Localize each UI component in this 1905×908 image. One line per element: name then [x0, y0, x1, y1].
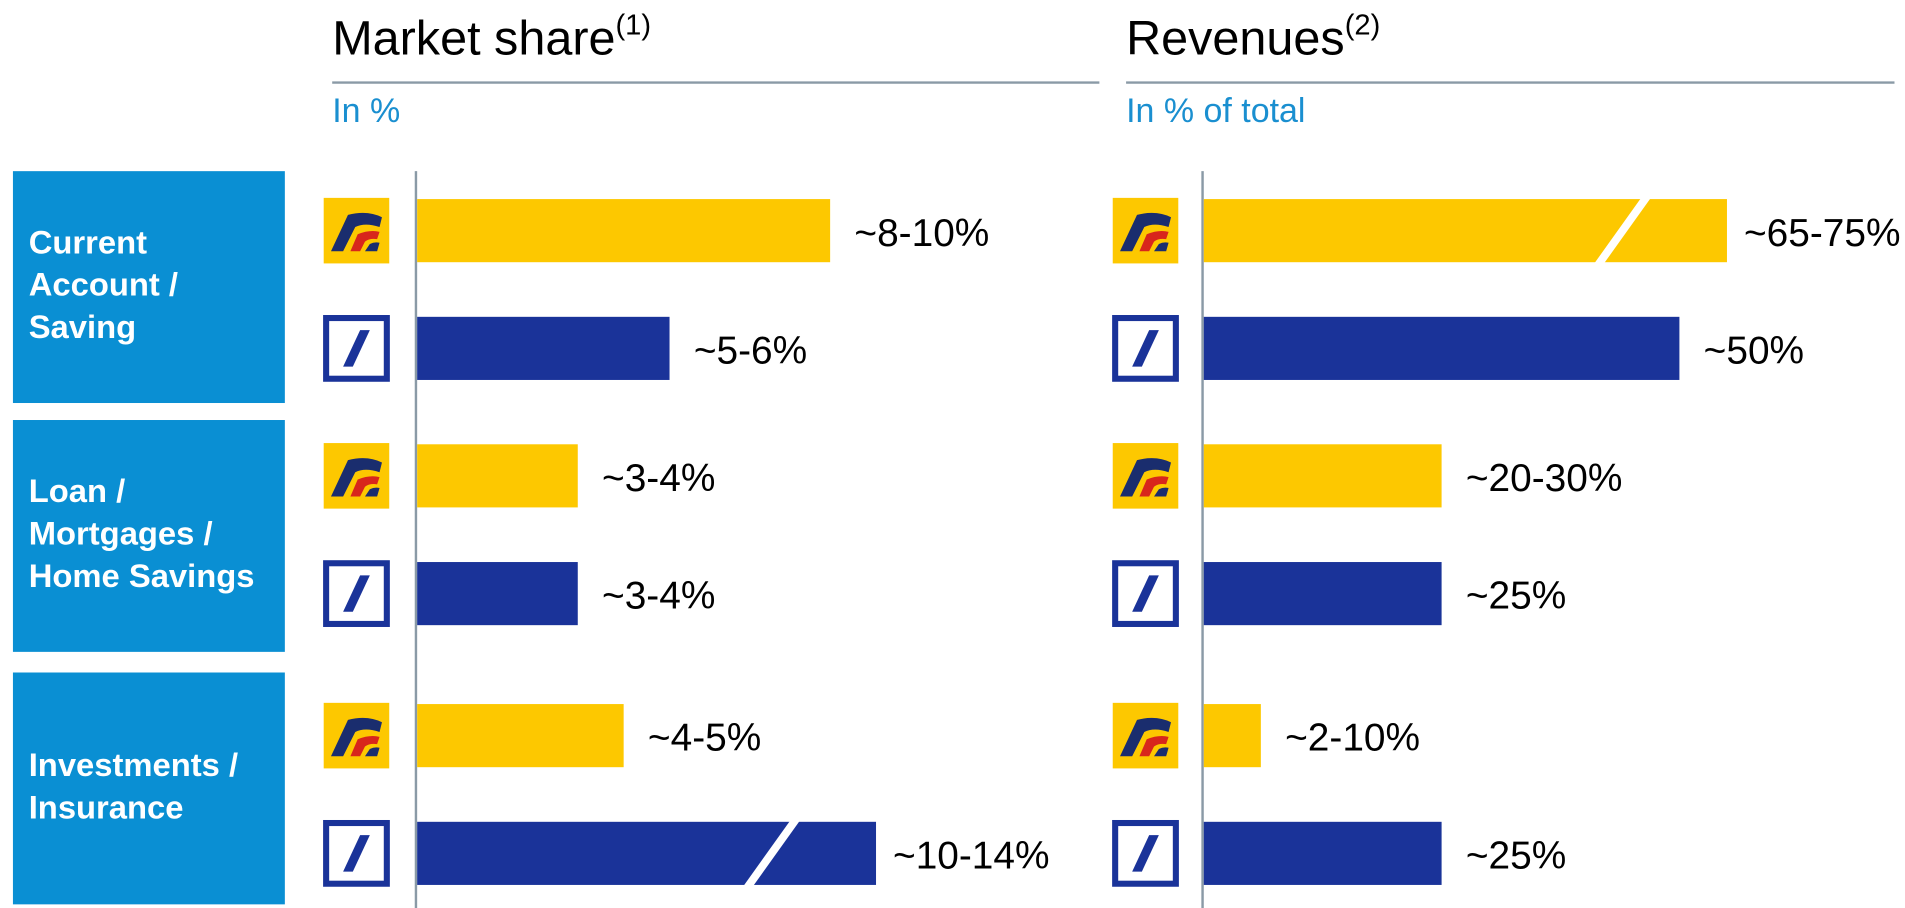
chart-title: Market share(1): [332, 9, 651, 65]
category-box: [12, 672, 285, 905]
value-label: ~65-75%: [1744, 212, 1901, 255]
category-label: Home Savings: [29, 557, 255, 594]
bar: [1203, 444, 1442, 508]
bank-logo: [326, 823, 387, 884]
value-label: ~5-6%: [694, 330, 807, 373]
bar: [1203, 704, 1261, 768]
value-label: ~20-30%: [1466, 457, 1623, 500]
title-note: (1): [615, 9, 651, 41]
subtitle: In %: [332, 92, 400, 130]
category-label: Insurance: [29, 788, 184, 825]
category-label: Current: [29, 223, 147, 260]
bar: [1203, 562, 1442, 626]
value-label: ~3-4%: [602, 457, 715, 500]
bank-logo: [326, 563, 387, 624]
bank-logo: [323, 702, 390, 769]
value-label: ~25%: [1466, 575, 1566, 618]
category-label: Investments /: [29, 746, 238, 783]
bar: [417, 821, 877, 885]
bar: [417, 316, 670, 380]
title-text: Market share: [332, 11, 615, 65]
bank-logo: [1112, 197, 1179, 264]
title-text: Revenues: [1126, 11, 1345, 65]
bar: [417, 199, 831, 263]
category-label: Account /: [29, 266, 178, 303]
category-label: Loan /: [29, 472, 125, 509]
bar: [417, 562, 578, 626]
bar: [417, 704, 624, 768]
category-label: Saving: [29, 308, 136, 345]
bank-logo: [323, 197, 390, 264]
axis-break: [1593, 196, 1652, 265]
bank-logo: [323, 443, 390, 509]
value-label: ~2-10%: [1285, 717, 1420, 760]
bar: [1203, 316, 1680, 380]
title-note: (2): [1345, 9, 1381, 41]
bank-logo: [1112, 702, 1179, 769]
bank-logo: [1115, 823, 1176, 884]
bank-logo: [1115, 563, 1176, 624]
value-label: ~8-10%: [854, 212, 989, 255]
value-label: ~4-5%: [648, 717, 761, 760]
bank-logo: [1112, 443, 1179, 509]
bar: [1203, 199, 1727, 263]
axis-break: [742, 819, 801, 888]
subtitle: In % of total: [1126, 92, 1305, 130]
bank-logo: [1115, 318, 1176, 379]
value-label: ~10-14%: [893, 834, 1050, 877]
value-label: ~3-4%: [602, 575, 715, 618]
bar: [1203, 821, 1442, 885]
value-label: ~50%: [1704, 330, 1804, 373]
category-label: Mortgages /: [29, 515, 213, 552]
chart-title: Revenues(2): [1126, 9, 1380, 65]
value-label: ~25%: [1466, 834, 1566, 877]
bar: [417, 444, 578, 508]
category-box: [12, 171, 285, 404]
category-box: [12, 420, 285, 652]
bank-logo: [326, 318, 387, 379]
